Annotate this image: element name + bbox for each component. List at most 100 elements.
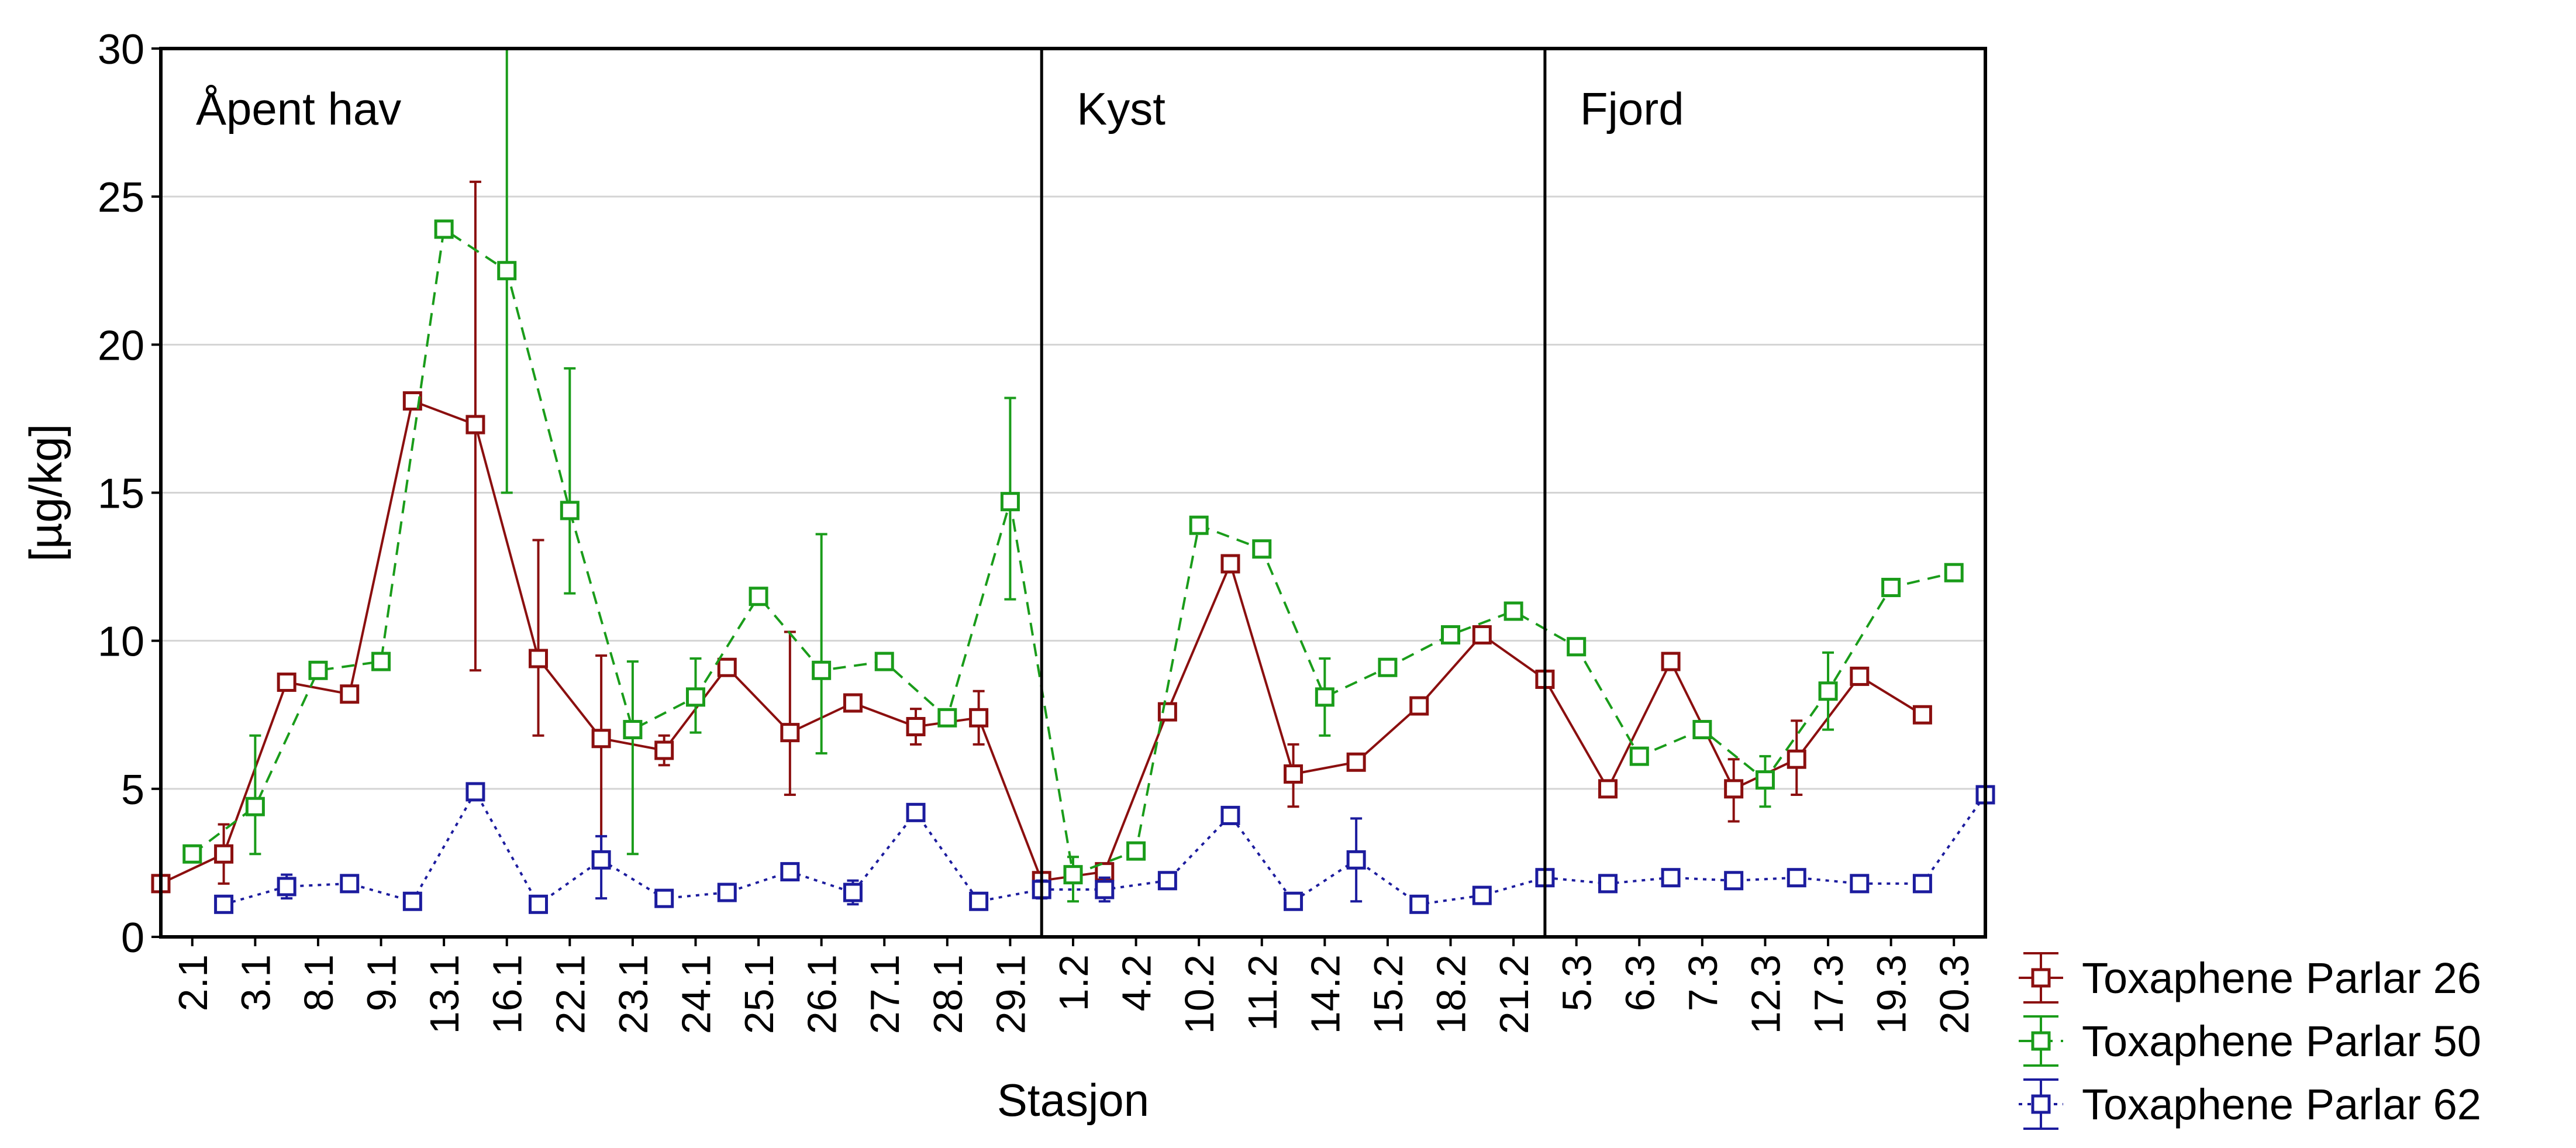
data-point-marker [529,649,549,668]
legend-label: Toxaphene Parlar 62 [2082,1080,2481,1129]
data-point-marker [591,729,611,749]
data-point-marker [1220,554,1240,574]
data-point-marker [749,587,768,606]
y-tick-label: 15 [98,471,144,518]
x-tick-label: 9.1 [359,954,405,1011]
x-tick-label: 28.1 [925,954,971,1034]
x-tick-label: 21.2 [1491,954,1537,1034]
data-point-marker [906,802,926,822]
x-tick-label: 4.2 [1114,954,1160,1011]
x-tick-label: 14.2 [1302,954,1348,1034]
x-tick-label: 24.1 [673,954,719,1034]
x-axis: 2.1 3.1 8.1 9.1 13.1 16.1 22.1 23.1 24.1 25.1 26.1… [170,937,1977,1034]
data-point-marker [465,782,485,802]
data-point-marker [685,687,705,707]
data-point-marker [1755,770,1775,790]
y-tick-label: 10 [98,619,144,666]
data-point-marker [1095,880,1115,899]
data-point-marker [1284,891,1303,911]
x-tick-label: 19.3 [1869,954,1915,1034]
data-point-marker [1315,687,1334,707]
legend-label: Toxaphene Parlar 26 [2082,954,2481,1002]
legend-item: Toxaphene Parlar 50 [2019,1015,2481,1067]
series-3 [214,782,1995,914]
data-point-marker [497,261,517,281]
x-tick-label: 15.2 [1365,954,1411,1034]
data-point-marker [1567,637,1587,657]
series-2 [182,47,1964,903]
data-point-marker [1157,871,1177,891]
data-point-marker [277,877,296,897]
x-tick-label: 18.2 [1429,954,1474,1034]
data-point-marker [214,844,234,864]
data-point-marker [937,708,957,728]
x-tick-label: 7.3 [1680,954,1726,1011]
data-point-marker [1944,563,1964,582]
data-point-marker [591,850,611,870]
x-tick-label: 10.2 [1177,954,1222,1034]
x-tick-label: 12.3 [1743,954,1788,1034]
data-point-marker [623,720,643,740]
data-point-marker [1126,841,1146,861]
data-point-marker [1472,885,1492,905]
x-tick-label: 26.1 [799,954,845,1034]
data-point-marker [654,888,674,908]
y-tick-label: 5 [121,767,144,813]
region-dividers [1040,49,1547,937]
data-point-marker [529,894,549,914]
data-point-marker [371,651,391,671]
y-tick-label: 20 [98,322,144,369]
data-point-marker [1881,578,1901,598]
data-point-marker [780,723,800,743]
data-point-marker [1724,871,1744,891]
region-labels: Åpent hav Kyst Fjord [196,83,1684,135]
legend: Toxaphene Parlar 26 Toxaphene Parlar 50 To… [2019,952,2481,1130]
data-point-marker [277,673,296,692]
data-point-marker [1850,666,1870,686]
data-point-marker [1284,764,1303,784]
data-point-marker [1912,705,1932,725]
data-point-marker [1189,515,1209,535]
data-point-marker [1661,868,1681,888]
data-point-marker [1252,539,1272,559]
region-label: Åpent hav [196,83,401,135]
y-axis-title: [µg/kg] [20,424,71,562]
data-point-marker [1063,865,1083,885]
x-axis-title: Stasjon [997,1074,1149,1126]
series-line [191,227,1954,877]
data-point-marker [1409,894,1429,914]
data-point-marker [1598,874,1618,894]
x-tick-label: 17.3 [1806,954,1851,1034]
data-point-marker [717,882,737,902]
data-point-marker [654,740,674,760]
data-point-marker [402,891,422,911]
x-tick-label: 20.3 [1932,954,1977,1034]
legend-label: Toxaphene Parlar 50 [2082,1017,2481,1066]
y-axis: 0 5 10 15 20 25 30 [98,26,161,961]
x-tick-label: 25.1 [736,954,782,1034]
data-point-marker [1157,702,1177,722]
data-point-marker [1818,681,1838,701]
data-point-marker [1000,492,1020,512]
legend-item: Toxaphene Parlar 26 [2019,952,2481,1004]
x-tick-label: 1.2 [1051,954,1096,1011]
x-tick-label: 3.1 [233,954,278,1011]
y-tick-label: 0 [121,915,144,961]
x-tick-label: 2.1 [170,954,216,1011]
x-tick-label: 8.1 [296,954,342,1011]
data-point-marker [1787,868,1806,888]
data-point-marker [1598,779,1618,799]
data-point-marker [560,501,580,520]
data-point-marker [1912,874,1932,894]
data-point-marker [1346,850,1366,870]
data-point-marker [1346,752,1366,772]
region-label: Fjord [1580,83,1684,135]
region-label: Kyst [1077,83,1165,135]
data-point-marker [340,874,360,894]
x-tick-label: 16.1 [485,954,530,1034]
data-point-marker [874,651,894,671]
data-point-marker [1378,657,1398,677]
x-tick-label: 5.3 [1554,954,1600,1011]
legend-marker [2031,1094,2051,1114]
